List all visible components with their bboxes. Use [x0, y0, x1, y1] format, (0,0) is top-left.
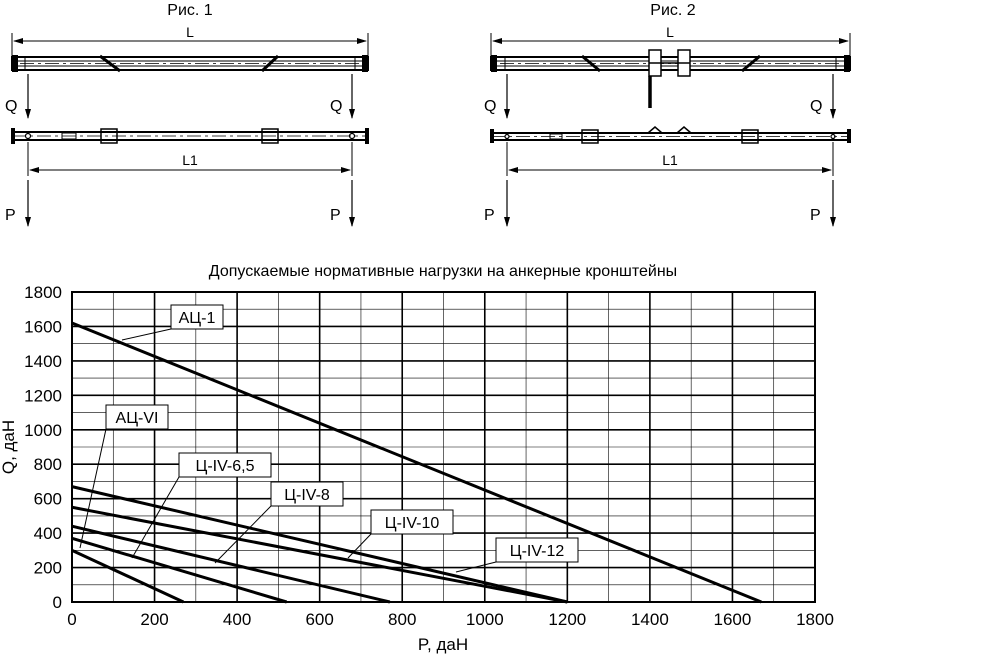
series-label: АЦ-1 — [179, 310, 216, 327]
dimension-label-l1: L1 — [182, 152, 198, 168]
callout-box — [370, 509, 454, 535]
bracket-side-view — [490, 126, 851, 144]
series-label: Ц-IV-10 — [385, 515, 440, 532]
bracket-top-view — [490, 49, 851, 108]
callout-leader-line — [131, 476, 180, 559]
callout-box — [105, 404, 169, 430]
callout-leader-line — [121, 328, 172, 341]
x-axis-label: P, даН — [418, 635, 468, 654]
y-tick-label: 600 — [34, 490, 62, 509]
series-line — [71, 321, 762, 604]
series-callouts: АЦ-1 АЦ-VI Ц-IV-6,5 Ц-IV-8 Ц-IV-10 Ц-IV-12 — [79, 304, 579, 573]
x-tick-label: 1000 — [466, 610, 504, 629]
figure-1: Рис. 1 L Q Q — [5, 2, 369, 227]
figure-1-title: Рис. 1 — [167, 2, 213, 19]
series-line — [71, 505, 568, 604]
load-label-p-left: P — [5, 207, 16, 224]
x-tick-label: 600 — [305, 610, 333, 629]
series-line — [71, 485, 568, 604]
y-tick-label: 200 — [34, 559, 62, 578]
x-tick-label: 1200 — [548, 610, 586, 629]
x-axis-ticks: 0 200 400 600 800 1000 1200 1400 1600 1800 — [67, 610, 834, 629]
y-axis-ticks: 0 200 400 600 800 1000 1200 1400 1600 1800 — [24, 283, 62, 612]
chart-series — [71, 321, 762, 604]
dimension-label-l: L — [666, 24, 674, 40]
x-tick-label: 1400 — [631, 610, 669, 629]
load-label-p-right: P — [810, 207, 821, 224]
dimension-label-l1: L1 — [662, 152, 678, 168]
y-tick-label: 800 — [34, 455, 62, 474]
callout-box — [170, 304, 224, 330]
y-tick-label: 0 — [53, 593, 62, 612]
y-tick-label: 1000 — [24, 421, 62, 440]
callout-leader-line — [455, 561, 497, 573]
chart-title: Допускаемые нормативные нагрузки на анке… — [209, 263, 677, 280]
x-tick-label: 800 — [388, 610, 416, 629]
load-label-q-left: Q — [484, 98, 496, 115]
x-tick-label: 200 — [140, 610, 168, 629]
y-tick-label: 1200 — [24, 386, 62, 405]
x-tick-label: 400 — [223, 610, 251, 629]
callout-box — [270, 481, 344, 507]
load-label-q-right: Q — [330, 98, 342, 115]
y-tick-label: 1800 — [24, 283, 62, 302]
x-tick-label: 1800 — [796, 610, 834, 629]
load-label-q-right: Q — [810, 98, 822, 115]
bracket-side-view — [11, 128, 369, 144]
y-tick-label: 400 — [34, 524, 62, 543]
load-label-q-left: Q — [5, 98, 17, 115]
load-chart: Допускаемые нормативные нагрузки на анке… — [0, 263, 834, 654]
series-line — [71, 524, 391, 604]
series-label: АЦ-VI — [116, 410, 159, 427]
x-tick-label: 1600 — [714, 610, 752, 629]
series-label: Ц-IV-6,5 — [196, 458, 255, 475]
callout-box — [178, 452, 272, 478]
load-label-p-left: P — [484, 207, 495, 224]
callout-leader-line — [214, 505, 272, 564]
bracket-top-view — [11, 54, 369, 73]
series-label: Ц-IV-12 — [510, 543, 565, 560]
y-tick-label: 1600 — [24, 317, 62, 336]
y-tick-label: 1400 — [24, 352, 62, 371]
plot-frame — [71, 291, 816, 603]
x-tick-label: 0 — [67, 610, 76, 629]
chart-grid — [72, 292, 815, 602]
callout-box — [495, 537, 579, 563]
callout-leader-line — [79, 428, 107, 549]
series-line — [71, 548, 185, 604]
figure-2-title: Рис. 2 — [650, 2, 696, 19]
load-label-p-right: P — [330, 207, 341, 224]
series-line — [71, 536, 288, 604]
series-label: Ц-IV-8 — [284, 487, 330, 504]
dimension-label-l: L — [186, 24, 194, 40]
callout-leader-line — [347, 533, 372, 559]
figure-2: Рис. 2 L Q Q — [484, 2, 851, 227]
y-axis-label: Q, даН — [0, 420, 18, 474]
